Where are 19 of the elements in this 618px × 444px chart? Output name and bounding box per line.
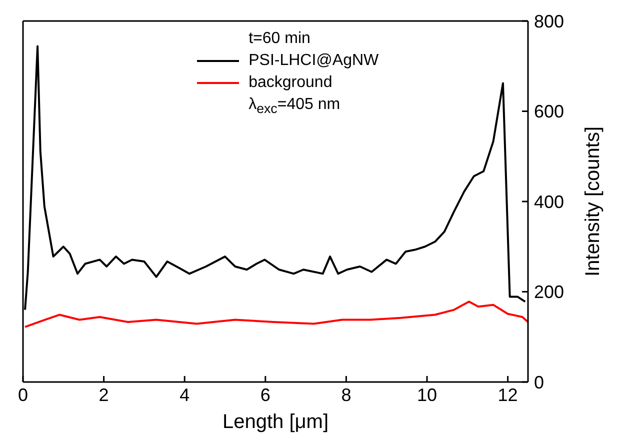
y-axis-title: Intensity [counts] bbox=[582, 126, 604, 277]
y-tick-label: 200 bbox=[534, 282, 564, 302]
x-axis-title: Length [μm] bbox=[222, 411, 329, 433]
x-tick-label: 12 bbox=[498, 384, 518, 405]
x-tick-label: 6 bbox=[260, 384, 270, 405]
x-tick-label: 4 bbox=[180, 384, 190, 405]
x-tick-label: 8 bbox=[341, 384, 352, 405]
legend-label: background bbox=[248, 73, 332, 93]
x-tick-label: 2 bbox=[98, 384, 109, 405]
x-tick-label: 0 bbox=[18, 384, 28, 405]
x-tick-label: 10 bbox=[416, 384, 438, 405]
y-tick-label: 400 bbox=[534, 192, 564, 212]
y-tick-label: 800 bbox=[534, 11, 564, 32]
legend-title: t=60 min bbox=[248, 29, 312, 49]
line-series bbox=[24, 300, 528, 328]
y-tick-label: 0 bbox=[534, 372, 544, 392]
legend-label: PSI-LHCI@AgNW bbox=[248, 51, 379, 71]
annotation: λ$_{exc}$=405 nm bbox=[248, 95, 342, 118]
y-tick-label: 600 bbox=[534, 102, 564, 122]
